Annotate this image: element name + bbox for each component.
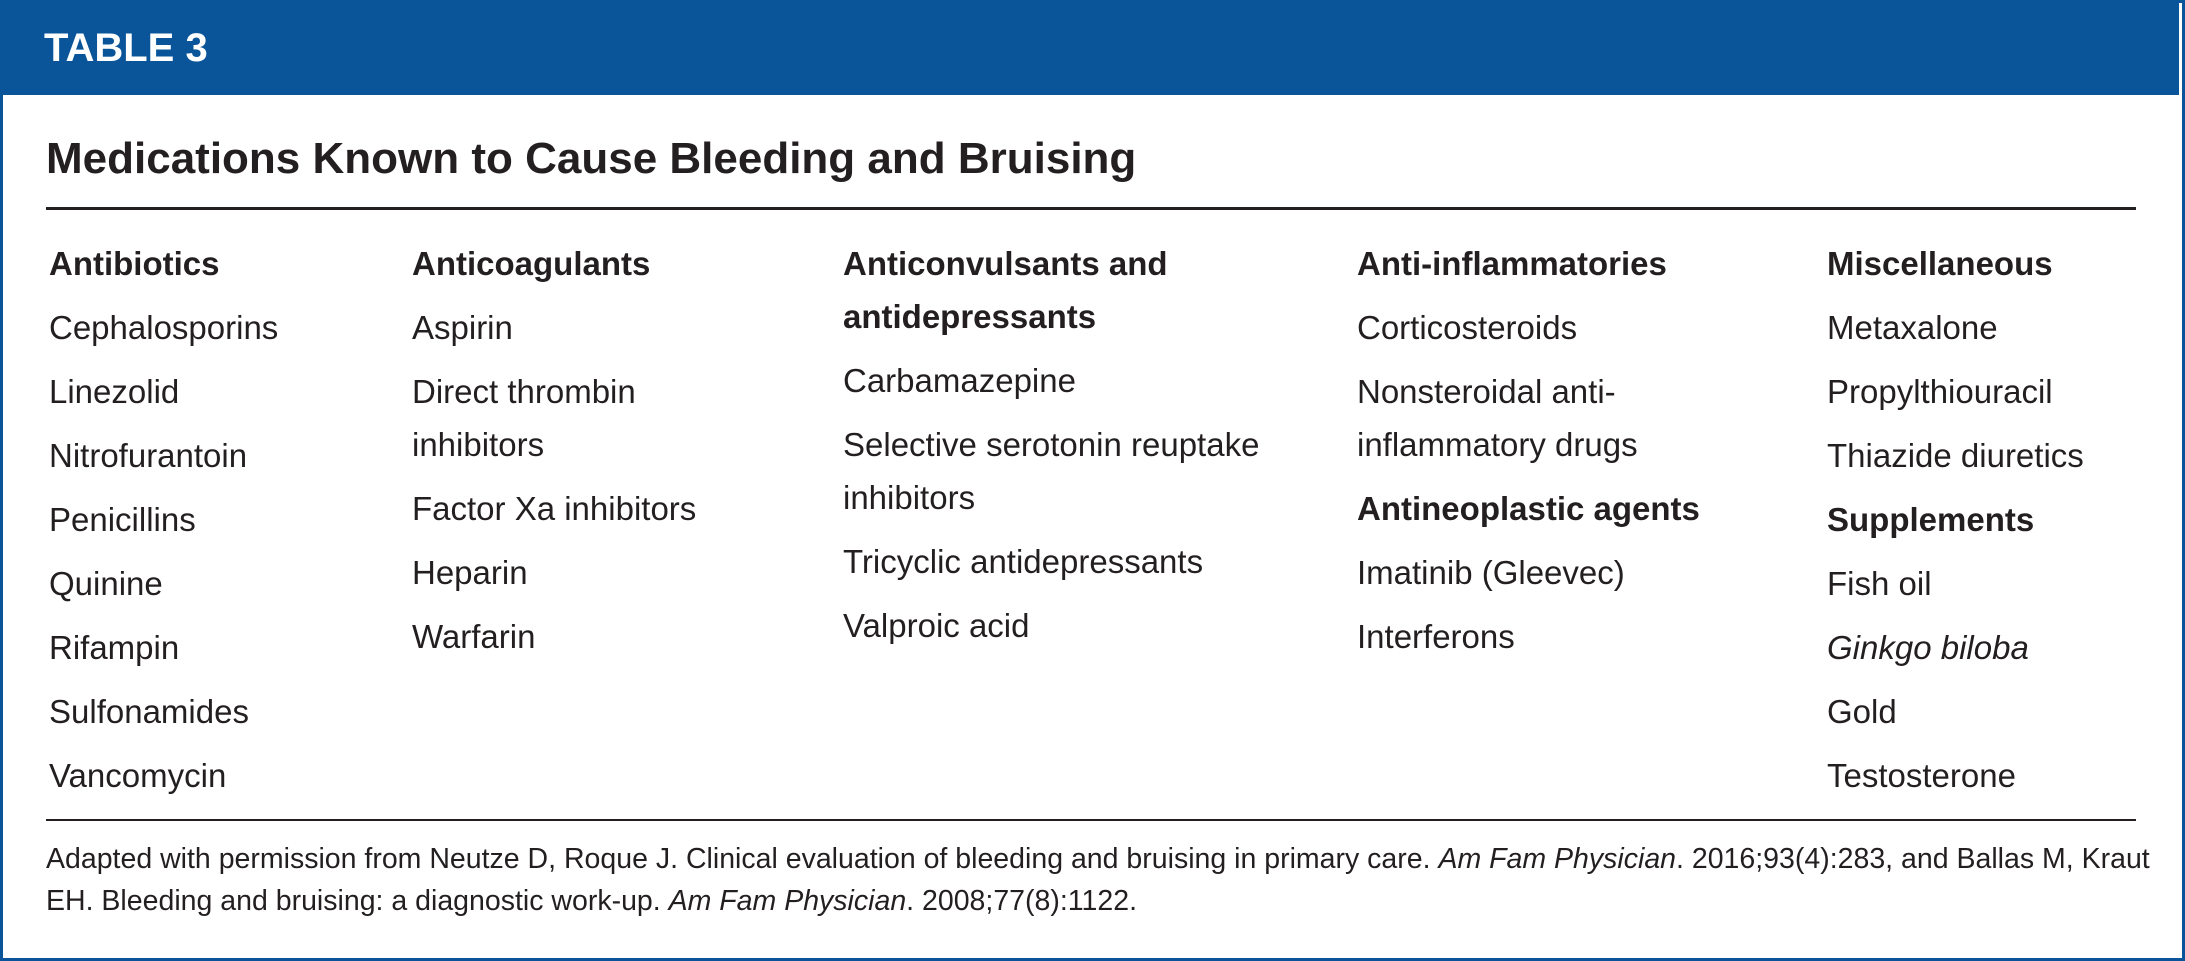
item: Carbamazepine	[843, 362, 1076, 399]
column: Antibiotics Cephalosporins Linezolid Nitrof…	[49, 237, 389, 813]
item: Metaxalone	[1827, 309, 1998, 346]
rule	[46, 819, 2136, 821]
item: Fish oil	[1827, 565, 1932, 602]
item: Interferons	[1357, 618, 1515, 655]
footnote-part: . 2008;77(8):1122.	[906, 885, 1137, 917]
item: Thiazide diuretics	[1827, 437, 2084, 474]
item: Gold	[1827, 693, 1897, 730]
item: Nonsteroidal anti-inflammatory drugs	[1357, 373, 1638, 463]
item: Tricyclic antidepressants	[843, 543, 1204, 580]
column: Anticoagulants Aspirin Direct thrombin inh…	[412, 237, 762, 674]
column: Anticonvulsants and antidepressants Carba…	[843, 237, 1273, 663]
item: Linezolid	[49, 373, 180, 410]
item: Heparin	[412, 554, 528, 591]
item: Rifampin	[49, 629, 180, 666]
item: Factor Xa inhibitors	[412, 490, 697, 527]
item: Nitrofurantoin	[49, 437, 248, 474]
group-heading: Anticonvulsants and antidepressants	[843, 245, 1168, 335]
group-heading: Supplements	[1827, 501, 2035, 538]
item: Warfarin	[412, 618, 536, 655]
footnote-part: . 2016;93(4):283, and Ballas M, Kraut EH…	[46, 843, 2150, 917]
item: Selective serotonin reuptake inhibitors	[843, 426, 1260, 516]
column: Anti-inflammatories Corticosteroids Nonste…	[1357, 237, 1747, 674]
item: Ginkgo biloba	[1827, 629, 2029, 666]
item: Aspirin	[412, 309, 513, 346]
item: Sulfonamides	[49, 693, 249, 730]
group-heading: Antineoplastic agents	[1357, 490, 1700, 527]
group-heading: Anti-inflammatories	[1357, 245, 1667, 282]
column: Miscellaneous Metaxalone Propylthiouracil T…	[1827, 237, 2157, 813]
item: Penicillins	[49, 501, 196, 538]
table-title: Medications Known to Cause Bleeding and …	[46, 134, 1137, 183]
table-label: TABLE 3	[44, 26, 208, 70]
footnote: Adapted with permission from Neutze D, R…	[46, 838, 2156, 922]
item: Quinine	[49, 565, 163, 602]
group-heading: Antibiotics	[49, 245, 220, 282]
footnote-part: Am Fam Physician	[1438, 843, 1677, 875]
group-heading: Miscellaneous	[1827, 245, 2053, 282]
item: Direct thrombin inhibitors	[412, 373, 636, 463]
group-heading: Anticoagulants	[412, 245, 651, 282]
header-band: TABLE 3	[0, 0, 2179, 95]
item: Vancomycin	[49, 757, 227, 794]
rule	[46, 207, 2136, 210]
footnote-part: Am Fam Physician	[668, 885, 907, 917]
footnote-part: Adapted with permission from Neutze D, R…	[46, 843, 1439, 875]
item: Testosterone	[1827, 757, 2016, 794]
item: Valproic acid	[843, 607, 1030, 644]
item: Corticosteroids	[1357, 309, 1578, 346]
item: Imatinib (Gleevec)	[1357, 554, 1625, 591]
item: Propylthiouracil	[1827, 373, 2053, 410]
item: Cephalosporins	[49, 309, 279, 346]
